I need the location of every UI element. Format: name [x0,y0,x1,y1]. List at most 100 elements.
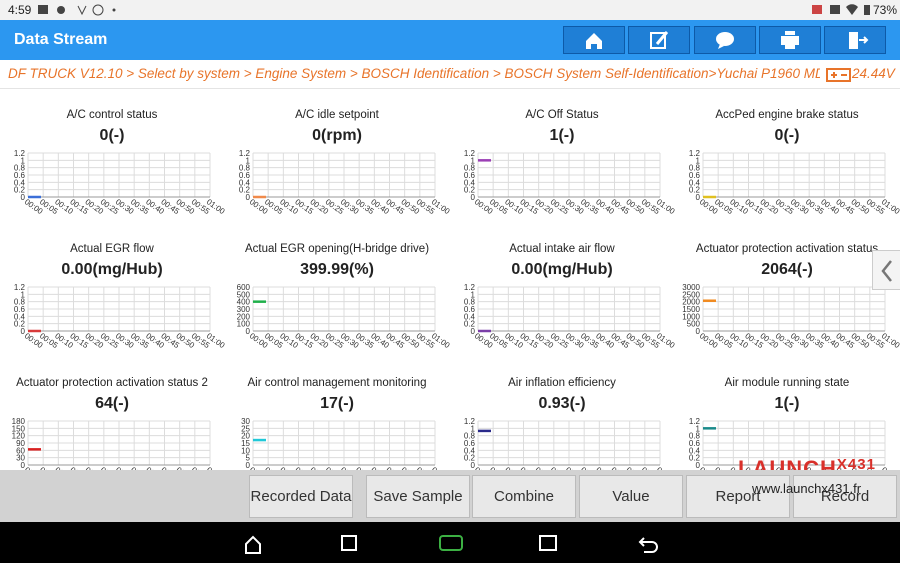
panel-reading: 1(-) [550,127,575,144]
y-tick-label: 0 [471,461,476,470]
home-button[interactable] [563,26,625,54]
y-tick-label: 180 [12,417,26,426]
nav-back[interactable] [638,537,658,553]
panel-title: A/C Off Status [525,109,599,121]
y-tick-label: 0.2 [464,320,476,329]
toolbar-button[interactable]: Record [793,475,897,518]
x-tick-label: 01:00 [205,197,227,216]
panel-title: Air inflation efficiency [508,377,616,389]
y-tick-label: 1.2 [464,417,476,426]
panel-title: Air control management monitoring [248,377,427,389]
panel-title: A/C control status [67,109,158,121]
y-tick-label: 0 [21,327,26,336]
y-tick-label: 0.8 [239,164,251,173]
y-tick-label: 1000 [682,312,700,321]
battery: 73% [873,3,898,17]
panel-reading: 0.00(mg/Hub) [61,261,162,278]
exit-button[interactable] [824,26,886,54]
y-tick-label: 0 [471,327,476,336]
system-icons [812,4,870,16]
nav-vci[interactable] [439,535,463,551]
y-tick-label: 0.8 [14,298,26,307]
y-tick-label: 1 [696,424,701,433]
y-tick-label: 0.8 [14,164,26,173]
chart-grid: A/C control status0(-)00.20.40.60.811.20… [12,109,900,470]
panel-reading: 64(-) [95,395,129,412]
y-tick-label: 0.2 [14,186,26,195]
panel-reading: 0(-) [775,127,800,144]
panel-title: Actual EGR opening(H-bridge drive) [245,243,429,255]
y-tick-label: 600 [237,283,251,292]
y-tick-label: 150 [12,424,26,433]
panel-reading: 0(-) [100,127,125,144]
print-button[interactable] [759,26,821,54]
message-button[interactable] [694,26,756,54]
y-tick-label: 0.2 [689,454,701,463]
status-bar: 4:59 73% [0,0,900,20]
y-tick-label: 0 [21,193,26,202]
toolbar-button[interactable]: Value [579,475,683,518]
x-tick-label: 01:00 [655,331,677,350]
y-tick-label: 500 [687,320,701,329]
edit-button[interactable] [628,26,690,54]
panel-title: Air module running state [725,377,850,389]
y-tick-label: 1 [471,156,476,165]
panel-title: AccPed engine brake status [715,109,858,121]
y-tick-label: 0 [21,461,26,470]
y-tick-label: 500 [237,290,251,299]
y-tick-label: 1.2 [689,417,701,426]
y-tick-label: 0.4 [464,312,476,321]
y-tick-label: 0.8 [464,298,476,307]
y-tick-label: 0.6 [464,439,476,448]
panel-reading: 0(rpm) [312,127,362,144]
y-tick-label: 1 [246,156,251,165]
y-tick-label: 0.6 [689,439,701,448]
toolbar-button[interactable]: Recorded Data [249,475,353,518]
y-tick-label: 30 [241,417,250,426]
side-tab[interactable] [872,250,900,290]
x-tick-label: 01:00 [205,331,227,350]
panel-reading: 1(-) [775,395,800,412]
y-tick-label: 60 [16,446,25,455]
y-tick-label: 20 [241,432,250,441]
y-tick-label: 0.8 [464,164,476,173]
y-tick-label: 1.2 [464,283,476,292]
panel-title: Actual intake air flow [509,243,615,255]
x-tick-label: 01:00 [655,197,677,216]
y-tick-label: 1 [696,156,701,165]
panel-reading: 2064(-) [761,261,813,278]
screen-title: Data Stream [14,31,108,48]
y-tick-label: 0.8 [689,432,701,441]
y-tick-label: 1.2 [14,283,26,292]
watermark-url: www.launchx431.fr [752,481,862,496]
battery-voltage-icon [826,68,851,82]
nav-bar [0,522,900,563]
y-tick-label: 0.4 [14,178,26,187]
y-tick-label: 3000 [682,283,700,292]
voltage: 24.44V [852,66,895,81]
nav-recent[interactable] [341,535,357,551]
y-tick-label: 1 [471,290,476,299]
toolbar-button[interactable]: Report [686,475,790,518]
y-tick-label: 0.2 [689,186,701,195]
panel-title: Actual EGR flow [70,243,154,255]
clock: 4:59 [8,3,32,17]
panel-reading: 0.93(-) [538,395,585,412]
app-header: Data Stream [0,20,900,60]
y-tick-label: 0.2 [464,454,476,463]
y-tick-label: 300 [237,305,251,314]
panel-reading: 0.00(mg/Hub) [511,261,612,278]
y-tick-label: 0.4 [689,446,701,455]
y-tick-label: 0 [246,327,251,336]
nav-gallery[interactable] [539,535,557,551]
toolbar-button[interactable]: Save Sample [366,475,470,518]
breadcrumb: DF TRUCK V12.10 > Select by system > Eng… [0,60,900,89]
y-tick-label: 0.4 [689,178,701,187]
toolbar-button[interactable]: Combine [472,475,576,518]
y-tick-label: 1 [471,424,476,433]
y-tick-label: 0 [471,193,476,202]
x-tick-label: 01:00 [880,465,900,470]
nav-home[interactable] [245,535,261,554]
y-tick-label: 0.6 [464,171,476,180]
